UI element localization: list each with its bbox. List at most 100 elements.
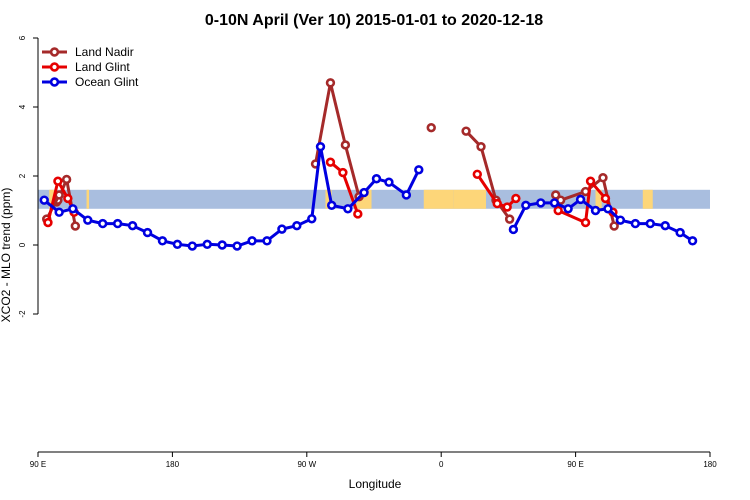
- land-glint-point: [63, 193, 73, 204]
- ocean-glint-point: [68, 204, 78, 214]
- land-patch: [49, 189, 55, 209]
- legend-item-land-nadir: Land Nadir: [42, 45, 134, 59]
- ocean-glint-point: [521, 200, 531, 211]
- land-glint-point: [502, 202, 512, 212]
- ocean-glint-point: [142, 227, 153, 238]
- land-glint-point: [492, 198, 502, 209]
- legend-label: Land Glint: [75, 60, 130, 74]
- land-glint-point: [600, 193, 611, 204]
- ocean-glint-point: [127, 220, 138, 231]
- ocean-glint-point: [98, 218, 108, 229]
- ocean-glint-point: [343, 204, 353, 214]
- ocean-glint-point: [371, 174, 382, 184]
- ocean-glint-point: [508, 224, 519, 235]
- land-glint-point: [580, 217, 591, 228]
- ocean-glint-point: [217, 240, 227, 250]
- chart-title: 0-10N April (Ver 10) 2015-01-01 to 2020-…: [205, 12, 543, 29]
- ocean-glint-point: [315, 141, 326, 152]
- ocean-glint-point: [660, 220, 670, 231]
- land-nadir-point: [54, 190, 64, 200]
- land-patch: [642, 189, 653, 209]
- x-tick-label: 180: [166, 460, 180, 469]
- land-nadir-point: [609, 221, 619, 231]
- ocean-glint-point: [83, 215, 93, 225]
- land-glint-point: [338, 167, 348, 178]
- x-tick-label: 90 E: [30, 460, 46, 469]
- land-glint-point: [585, 176, 596, 186]
- ocean-glint-point: [39, 195, 49, 205]
- axes: 90 E 180 90 W 0 90 E 180 -2 0 2 4 6: [18, 35, 717, 469]
- y-tick-label: -2: [18, 310, 27, 318]
- land-nadir-point: [340, 140, 351, 150]
- ocean-glint-point: [603, 204, 613, 214]
- ocean-glint-point: [536, 198, 546, 208]
- land-nadir-line: [314, 81, 361, 198]
- land-patch: [453, 189, 486, 209]
- land-nadir-point: [70, 221, 81, 231]
- x-tick-label: 0: [439, 460, 444, 469]
- land-glint-point: [43, 217, 53, 228]
- ocean-glint-point: [262, 236, 272, 246]
- ocean-glint-point: [687, 236, 698, 246]
- ocean-glint-point: [615, 215, 626, 225]
- y-tick-label: 6: [18, 35, 27, 40]
- land-nadir-point: [550, 190, 561, 200]
- legend-item-ocean-glint: Ocean Glint: [42, 75, 139, 89]
- land-nadir-point: [461, 126, 471, 136]
- land-patch: [423, 189, 454, 209]
- ocean-glint-point: [645, 218, 655, 229]
- plot-area: [39, 78, 698, 251]
- legend-swatch-marker: [49, 77, 60, 87]
- land-patch: [325, 189, 332, 209]
- land-nadir-point: [325, 78, 336, 88]
- ocean-glint-point: [384, 177, 394, 187]
- ocean-glint-series: [39, 141, 698, 251]
- y-axis-label: XCO2 - MLO trend (ppm): [0, 188, 13, 323]
- ocean-glint-point: [359, 187, 369, 198]
- ocean-glint-point: [202, 239, 212, 250]
- y-tick-label: 2: [18, 173, 27, 178]
- y-tick-label: 4: [18, 104, 27, 109]
- land-nadir-point: [504, 214, 515, 224]
- land-patch: [595, 189, 602, 209]
- land-glint-point: [553, 205, 563, 216]
- ocean-glint-point: [401, 190, 412, 200]
- ocean-glint-point: [549, 198, 560, 208]
- land-glint-point: [353, 209, 363, 219]
- legend-label: Land Nadir: [75, 45, 134, 59]
- ocean-glint-point: [112, 218, 123, 229]
- x-tick-label: 90 E: [567, 460, 583, 469]
- land-nadir-point: [598, 173, 608, 183]
- land-glint-series: [43, 157, 618, 228]
- land-patch: [86, 189, 90, 209]
- ocean-glint-point: [326, 200, 337, 211]
- ocean-glint-point: [630, 218, 641, 229]
- x-axis-label: Longitude: [349, 477, 402, 491]
- ocean-glint-point: [575, 194, 586, 205]
- land-glint-line: [476, 173, 517, 209]
- x-tick-label: 90 W: [297, 460, 316, 469]
- ocean-glint-point: [563, 204, 573, 214]
- y-tick-label: 0: [18, 242, 27, 247]
- legend-swatch-marker: [49, 47, 60, 57]
- ocean-glint-point: [187, 241, 198, 251]
- legend-swatch-marker: [49, 62, 60, 72]
- ocean-glint-point: [307, 214, 317, 224]
- x-tick-label: 180: [703, 460, 717, 469]
- land-glint-point: [53, 176, 63, 186]
- legend-item-land-glint: Land Glint: [42, 60, 130, 74]
- land-glint-point: [472, 169, 482, 179]
- land-nadir-point: [476, 141, 486, 152]
- ocean-glint-point: [590, 205, 601, 216]
- legend-label: Ocean Glint: [75, 75, 139, 89]
- ocean-glint-point: [157, 236, 168, 246]
- ocean-glint-point: [675, 227, 685, 238]
- ocean-glint-point: [277, 224, 287, 234]
- land-glint-point: [511, 193, 521, 204]
- land-nadir-point: [61, 174, 72, 185]
- ocean-glint-point: [247, 236, 257, 246]
- ocean-glint-point: [414, 165, 424, 175]
- land-nadir-point: [426, 122, 436, 133]
